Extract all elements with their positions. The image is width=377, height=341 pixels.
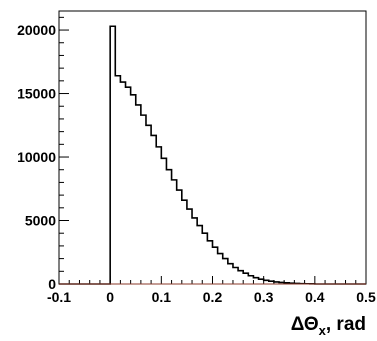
x-tick-label: 0.5: [356, 289, 376, 305]
y-tick-label: 0: [48, 276, 56, 292]
x-tick-label: 0.1: [152, 289, 172, 305]
x-tick-label: 0.2: [203, 289, 223, 305]
y-axis-ticks: 0 5000 10000 15000 20000: [17, 16, 69, 292]
x-axis-ticks: -0.1 0 0.1 0.2 0.3 0.4 0.5: [47, 276, 376, 305]
x-axis-title: ΔΘx, rad: [291, 314, 366, 338]
x-tick-label: -0.1: [47, 289, 71, 305]
y-tick-label: 10000: [17, 149, 56, 165]
y-tick-label: 5000: [25, 213, 56, 229]
histogram-series: [59, 25, 366, 285]
x-tick-label: 0.4: [305, 289, 325, 305]
x-tick-label: 0: [106, 289, 114, 305]
y-tick-label: 15000: [17, 86, 56, 102]
x-tick-label: 0.3: [254, 289, 274, 305]
y-tick-label: 20000: [17, 22, 56, 38]
